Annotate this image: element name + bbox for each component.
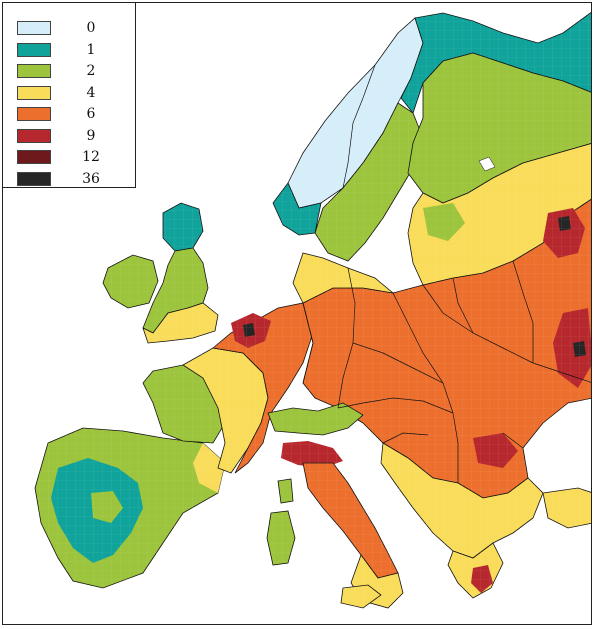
legend-row: 2 <box>3 60 137 82</box>
region-scotland-class-1 <box>162 202 204 252</box>
legend-row: 1 <box>3 39 137 61</box>
legend-swatch <box>17 128 51 143</box>
legend-label: 0 <box>86 20 96 36</box>
legend-swatch <box>17 64 51 78</box>
legend-label: 4 <box>86 84 96 101</box>
legend-swatch <box>17 42 51 57</box>
iberia-region <box>34 427 226 589</box>
region-white-spot-class-0 <box>478 156 496 172</box>
legend-row: 0 <box>3 17 137 39</box>
alps-region <box>267 402 364 468</box>
region-dark-spot-1-class-36 <box>558 216 571 231</box>
legend-swatch <box>17 85 51 100</box>
legend-swatch <box>17 150 51 164</box>
italy-region <box>266 462 404 609</box>
map-legend: 0 1 2 4 6 9 12 36 <box>2 2 136 188</box>
region-turkey-class-4 <box>542 487 591 529</box>
region-dark-spot-2-class-36 <box>573 341 586 357</box>
region-dark-spot-3-class-36 <box>243 323 255 337</box>
region-italy-class-6 <box>302 462 399 579</box>
legend-row: 9 <box>3 125 137 147</box>
legend-row: 4 <box>3 82 137 104</box>
british-isles-region <box>102 202 219 344</box>
region-corsica-class-2 <box>277 478 294 504</box>
region-alps-class-2 <box>267 402 364 436</box>
legend-label: 1 <box>86 41 96 58</box>
legend-swatch <box>17 107 51 121</box>
legend-row: 12 <box>3 146 137 168</box>
legend-label: 12 <box>82 149 100 165</box>
legend-swatch <box>17 21 51 35</box>
region-ireland-class-2 <box>102 254 159 309</box>
legend-label: 9 <box>86 127 96 144</box>
legend-row: 36 <box>3 168 137 190</box>
legend-swatch <box>17 171 51 186</box>
region-sardinia-class-2 <box>266 510 296 566</box>
legend-label: 6 <box>86 106 96 122</box>
legend-label: 36 <box>82 170 100 187</box>
legend-row: 6 <box>3 103 137 125</box>
legend-label: 2 <box>86 63 96 79</box>
